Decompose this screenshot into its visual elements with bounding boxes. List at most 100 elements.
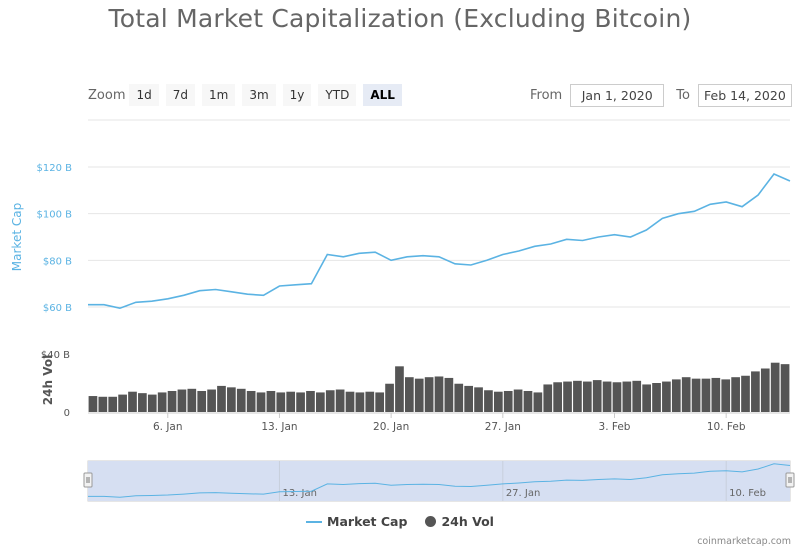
volume-bar xyxy=(207,389,216,412)
x-tick-label: 6. Jan xyxy=(153,421,183,433)
volume-bar xyxy=(652,383,661,412)
x-tick-label: 20. Jan xyxy=(373,421,409,433)
volume-bar xyxy=(118,394,127,412)
to-label: To xyxy=(676,88,690,103)
volume-bar xyxy=(662,381,671,412)
volume-bar xyxy=(316,392,325,412)
y-tick-label: $80 B xyxy=(43,256,72,267)
zoom-1m-button[interactable]: 1m xyxy=(202,84,236,106)
volume-bar xyxy=(691,378,701,412)
volume-bar xyxy=(612,382,622,412)
navigator-right-handle[interactable] xyxy=(785,472,795,488)
volume-bar xyxy=(701,378,711,412)
market-cap-line xyxy=(88,173,791,310)
volume-bar xyxy=(404,377,414,412)
volume-bar xyxy=(513,389,523,412)
y-tick-label: $100 B xyxy=(37,210,73,221)
volume-bar xyxy=(741,375,750,412)
volume-bar xyxy=(424,377,434,412)
volume-bar xyxy=(98,396,108,412)
volume-bar xyxy=(760,368,770,412)
volume-bar xyxy=(582,381,592,412)
from-label: From xyxy=(530,88,563,103)
navigator-tick-label: 27. Jan xyxy=(506,488,541,499)
volume-bar xyxy=(395,366,404,412)
credit-link[interactable]: coinmarketcap.com xyxy=(697,536,791,547)
zoom-bar: Zoom 1d 7d 1m 3m 1y YTD ALL xyxy=(88,84,409,106)
volume-bar xyxy=(642,384,651,412)
volume-bar xyxy=(770,362,780,412)
x-axis-ticks: 6. Jan 13. Jan 20. Jan 27. Jan 3. Feb 10. Feb xyxy=(153,413,746,433)
navigator-line xyxy=(88,463,791,498)
navigator-tick-label: 13. Jan xyxy=(282,488,317,499)
market-cap-axis-title: Market Cap xyxy=(10,203,24,271)
zoom-all-button[interactable]: ALL xyxy=(363,84,402,106)
x-tick-label: 10. Feb xyxy=(707,421,746,433)
volume-tick-label: $40 B xyxy=(41,350,70,361)
volume-bar xyxy=(711,377,721,412)
legend-volume[interactable]: 24h Vol xyxy=(425,514,494,529)
volume-bar xyxy=(533,392,543,412)
volume-bar xyxy=(296,392,305,412)
y-tick-label: $60 B xyxy=(43,303,72,314)
legend: Market Cap 24h Vol xyxy=(0,514,800,529)
volume-bar xyxy=(602,381,612,412)
volume-tick-label: 0 xyxy=(64,408,70,419)
x-tick-label: 13. Jan xyxy=(261,421,297,433)
volume-bar xyxy=(563,381,572,412)
date-range: From To xyxy=(530,84,792,107)
zoom-label: Zoom xyxy=(88,87,126,103)
volume-bar xyxy=(592,380,602,412)
volume-bar xyxy=(671,379,681,413)
volume-bar xyxy=(454,383,464,412)
volume-bar xyxy=(276,392,286,412)
volume-bar xyxy=(138,393,147,412)
navigator-left-handle[interactable] xyxy=(83,472,93,488)
market-cap-legend-icon xyxy=(306,520,323,523)
volume-bar xyxy=(147,394,157,412)
volume-bar xyxy=(345,391,355,412)
zoom-ytd-button[interactable]: YTD xyxy=(318,84,357,106)
volume-bar xyxy=(731,377,740,412)
zoom-3m-button[interactable]: 3m xyxy=(242,84,276,106)
volume-bar xyxy=(217,385,226,412)
navigator-selected-range[interactable] xyxy=(88,461,790,501)
legend-market-cap[interactable]: Market Cap xyxy=(306,514,407,529)
zoom-7d-button[interactable]: 7d xyxy=(165,84,196,106)
volume-bar xyxy=(335,389,345,412)
volume-bar xyxy=(721,379,731,413)
volume-bar xyxy=(236,388,246,412)
to-date-input[interactable] xyxy=(697,84,792,107)
x-tick-label: 27. Jan xyxy=(485,421,521,433)
legend-market-cap-label: Market Cap xyxy=(327,514,408,529)
volume-bar xyxy=(553,382,562,412)
volume-bar xyxy=(128,391,137,412)
volume-bar xyxy=(246,390,256,412)
zoom-1d-button[interactable]: 1d xyxy=(129,84,159,106)
navigator[interactable]: 13. Jan 27. Jan 10. Feb xyxy=(83,460,795,502)
volume-bar xyxy=(197,390,207,412)
volume-bar xyxy=(503,390,513,412)
volume-bar xyxy=(464,385,474,412)
volume-bar xyxy=(523,390,533,412)
volume-bar xyxy=(751,371,760,412)
volume-bar xyxy=(622,381,632,412)
volume-bar xyxy=(375,392,385,412)
zoom-1y-button[interactable]: 1y xyxy=(282,84,312,106)
volume-bar xyxy=(187,388,197,412)
volume-bar xyxy=(365,391,375,412)
volume-bar xyxy=(108,396,118,412)
volume-bar xyxy=(167,390,177,412)
volume-bar xyxy=(484,390,493,412)
volume-bar xyxy=(681,377,691,412)
volume-bar xyxy=(434,376,444,412)
from-date-input[interactable] xyxy=(570,84,665,107)
legend-volume-label: 24h Vol xyxy=(441,514,494,529)
volume-bar xyxy=(385,383,394,412)
volume-bar xyxy=(286,391,296,412)
grid-layer xyxy=(88,166,790,308)
volume-bar xyxy=(177,389,187,412)
market-cap-y-ticks: $60 B $80 B $100 B $120 B xyxy=(37,163,73,314)
volume-bar xyxy=(157,392,167,412)
volume-y-ticks: 0 $40 B xyxy=(41,350,70,419)
